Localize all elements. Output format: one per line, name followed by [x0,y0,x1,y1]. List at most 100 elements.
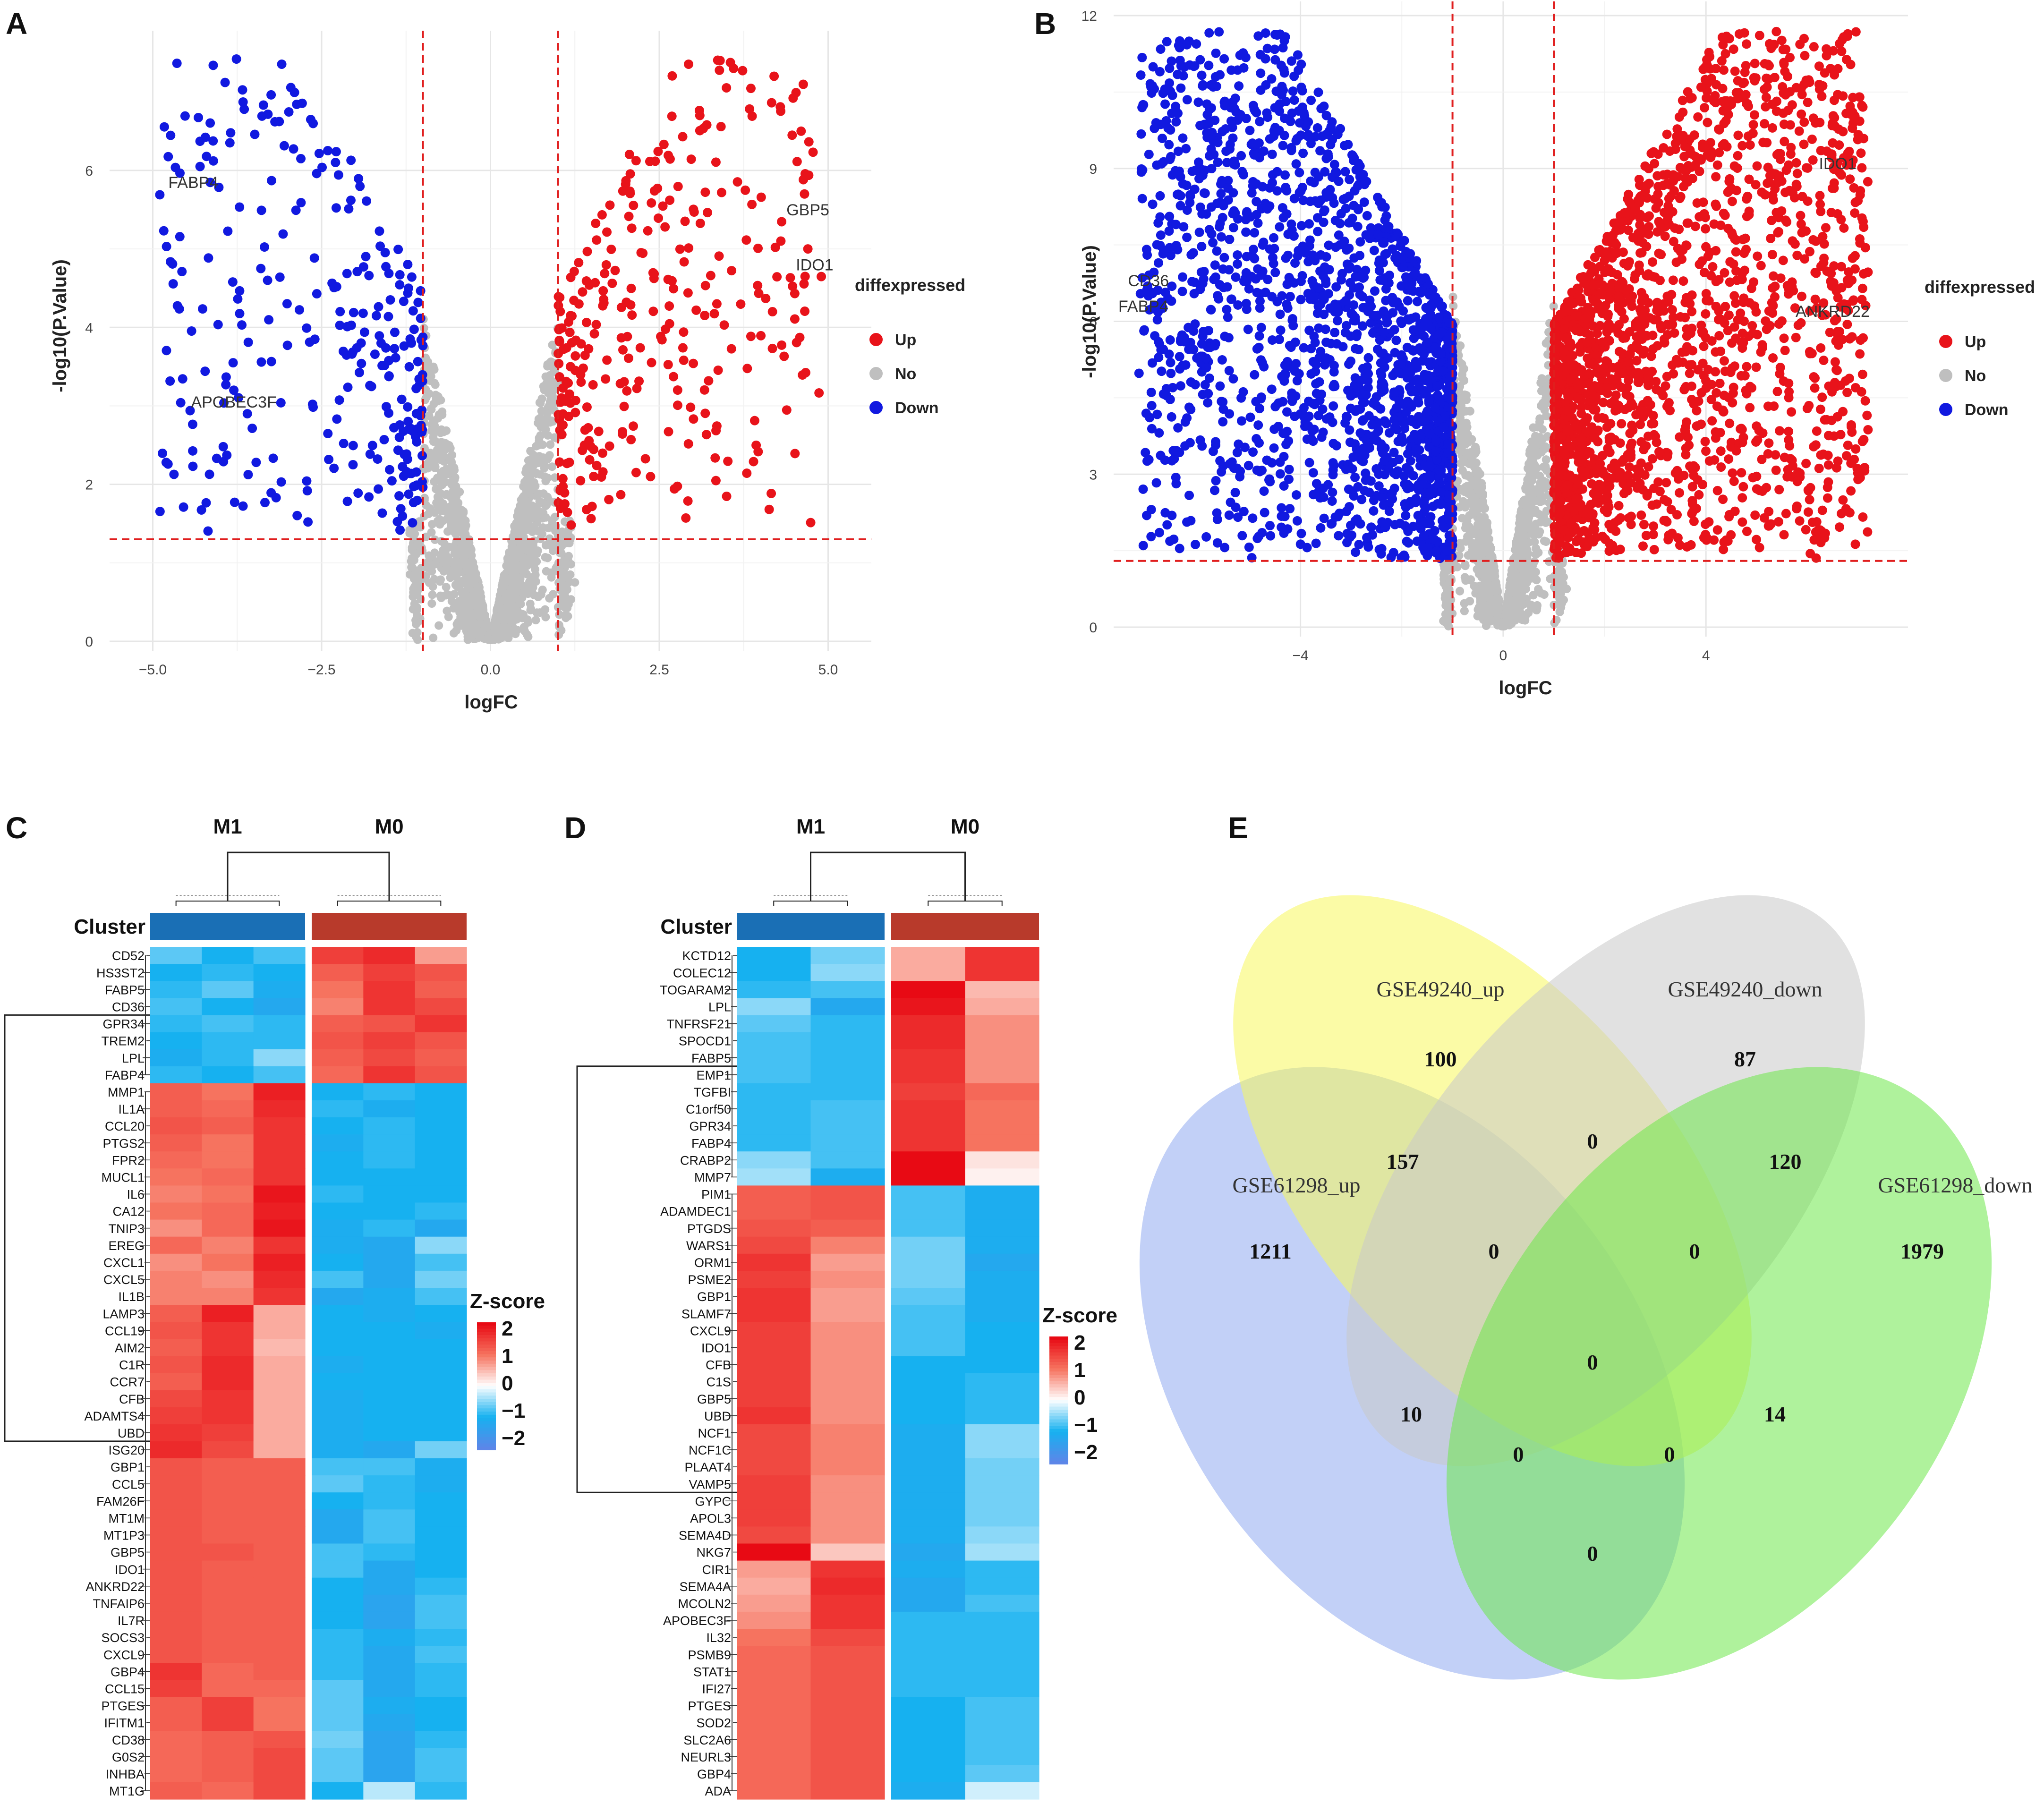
point-up [716,122,726,132]
point-down [256,357,266,367]
point-down [417,405,427,415]
point-no [427,599,436,608]
point-no [1457,359,1466,368]
point-no [455,506,464,515]
point-no [450,562,459,571]
point-up [643,226,653,236]
point-down [187,419,197,429]
point-down [348,441,358,451]
point-down [346,196,356,205]
point-no [548,340,557,349]
point-no [542,500,551,509]
point-up [766,98,776,108]
point-down [362,196,372,206]
point-down [354,367,364,377]
point-down [291,205,301,215]
point-up [627,223,637,233]
point-down [290,87,299,97]
point-no [510,608,519,617]
point-down [155,507,165,517]
point-down [412,495,422,505]
point-down [223,226,233,236]
point-up [788,93,798,103]
point-down [188,446,198,456]
point-down [411,467,421,477]
point-down [166,130,176,140]
point-down [303,517,313,527]
point-down [412,437,422,447]
point-up [648,268,658,278]
point-down [376,338,386,348]
point-up [634,376,644,386]
point-down [276,398,286,408]
point-up [673,481,682,491]
point-no [532,442,541,451]
point-up [589,329,599,339]
point-up [772,272,782,282]
point-down [169,469,179,479]
point-up [626,434,636,444]
y-tick-label: 4 [85,320,93,336]
point-down [366,382,376,391]
point-up [738,66,748,76]
point-up [712,299,722,309]
point-down [327,278,337,288]
point-up [756,331,766,340]
point-down [361,252,371,262]
point-up [564,389,574,399]
point-no [410,529,419,538]
point-down [233,294,243,304]
point-down [403,260,413,270]
point-down [333,170,343,180]
point-no [548,462,557,471]
point-down [159,226,169,236]
point-up [667,111,677,121]
point-up [566,272,576,282]
point-up [558,474,568,484]
point-down [225,138,235,148]
point-no [567,595,576,604]
point-no [562,613,571,622]
point-up [756,192,766,202]
point-up [599,294,609,304]
point-no [563,604,572,613]
point-up [588,444,598,454]
point-down [202,152,212,162]
point-up [592,235,602,245]
point-up [803,244,813,254]
point-down [357,358,366,368]
point-no [511,591,520,600]
point-no [546,440,555,449]
point-up [767,307,777,317]
point-down [289,144,298,154]
point-up [785,273,795,283]
point-no [1463,517,1472,526]
point-down [258,100,268,110]
point-no [535,489,544,498]
point-no [508,618,517,627]
point-no [515,578,524,587]
point-down [413,357,423,366]
gene-label: APOBEC3F [191,393,276,411]
point-no [468,558,477,567]
point-down [308,402,318,412]
point-down [402,454,412,464]
point-no [1534,585,1543,594]
point-no [528,554,537,563]
point-no [461,574,470,583]
point-up [555,306,565,316]
point-up [727,266,737,276]
point-no [525,542,534,551]
point-up [664,319,674,329]
point-up [751,440,761,450]
point-up [767,343,777,353]
point-no [442,583,451,592]
point-down [208,60,218,70]
point-up [790,449,800,459]
point-down [172,59,182,68]
point-no [413,611,422,620]
point-up [590,278,600,288]
point-up [777,340,787,350]
point-down [256,205,266,215]
